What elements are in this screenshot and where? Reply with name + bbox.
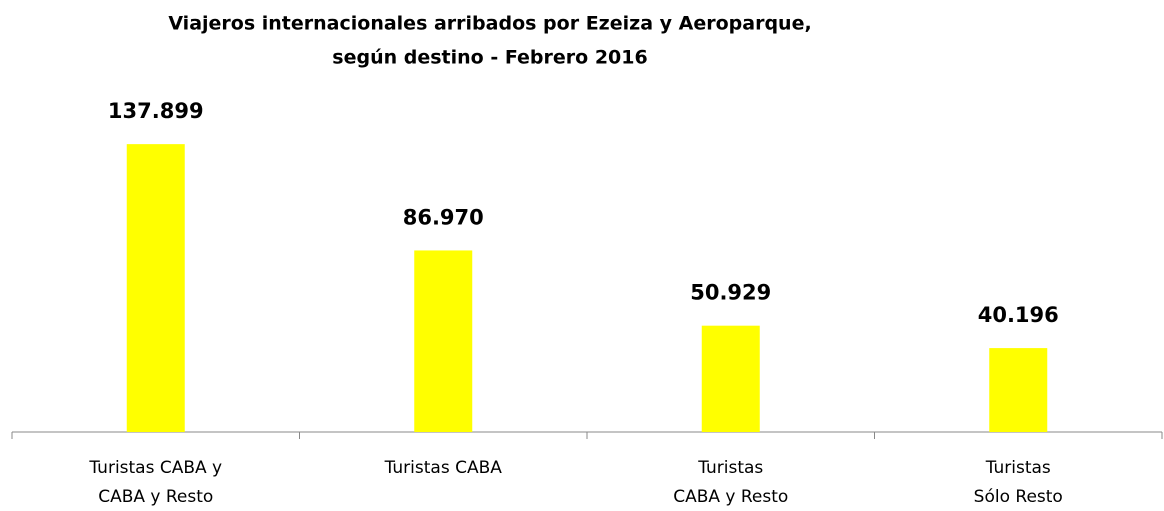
value-label: 50.929	[690, 281, 771, 305]
bar	[414, 250, 473, 432]
x-tick-label: Turistas	[985, 458, 1051, 478]
x-tick-label: Turistas CABA y	[88, 458, 222, 478]
x-tick-label: Sólo Resto	[974, 487, 1063, 507]
x-tick-label: Turistas	[697, 458, 763, 478]
value-label: 137.899	[108, 99, 204, 123]
x-tick-label: Turistas CABA	[384, 458, 503, 478]
value-label: 86.970	[403, 205, 484, 229]
chart-title: según destino - Febrero 2016	[332, 47, 647, 69]
value-label: 40.196	[978, 303, 1059, 327]
x-tick-label: CABA y Resto	[673, 487, 788, 507]
x-tick-label: CABA y Resto	[98, 487, 213, 507]
bar	[701, 325, 760, 432]
chart-title: Viajeros internacionales arribados por E…	[168, 13, 811, 35]
bar	[989, 348, 1048, 432]
bar	[126, 144, 185, 432]
